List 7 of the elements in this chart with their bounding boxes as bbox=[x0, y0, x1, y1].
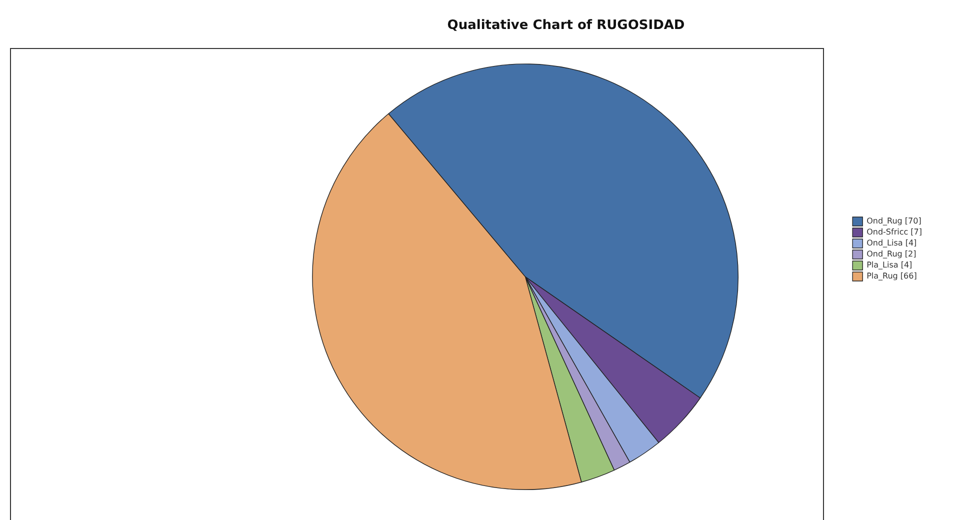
legend-label: Ond-Sfricc [7] bbox=[866, 228, 922, 237]
legend-label: Ond_Lisa [4] bbox=[866, 238, 917, 248]
legend-label: Ond_Rug [2] bbox=[866, 250, 916, 259]
legend-label: Pla_Lisa [4] bbox=[866, 260, 912, 270]
legend-label: Pla_Rug [66] bbox=[866, 272, 917, 281]
legend-label: Ond_Rug [70] bbox=[866, 216, 922, 226]
chart-title: Qualitative Chart of RUGOSIDAD bbox=[447, 18, 685, 34]
